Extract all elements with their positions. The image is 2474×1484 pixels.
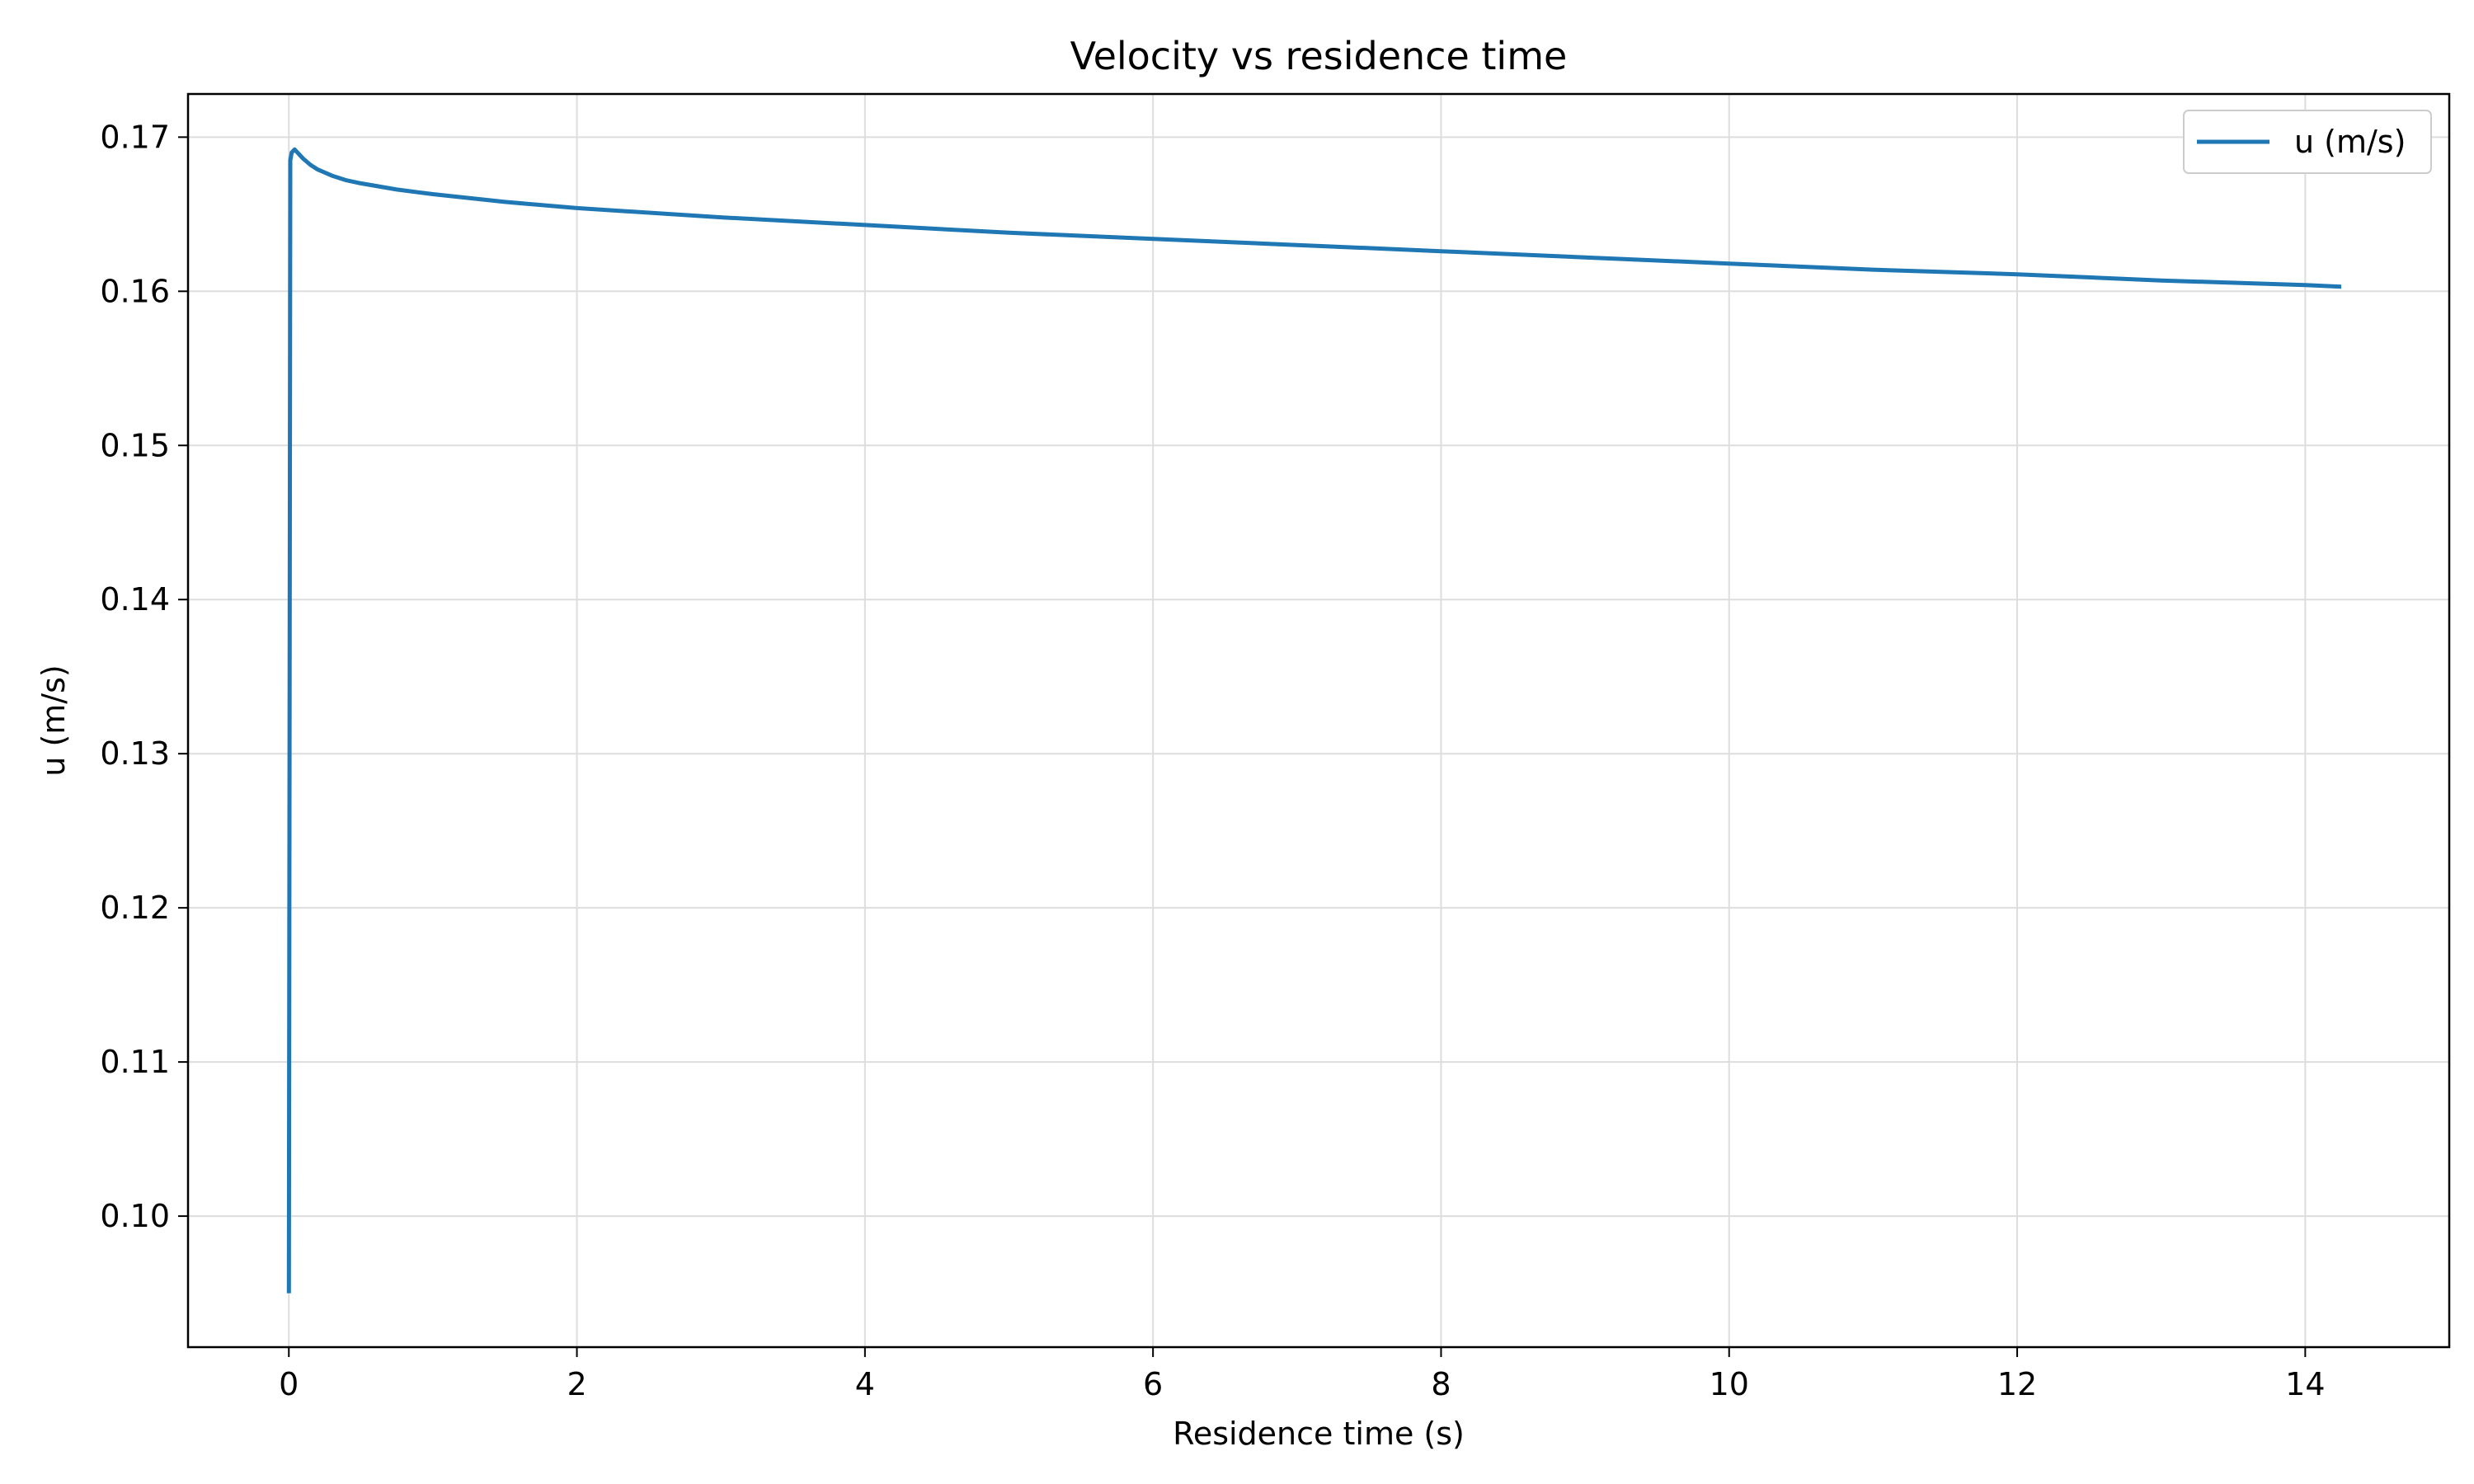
x-tick-label: 0: [279, 1366, 299, 1402]
grid: [188, 94, 2449, 1347]
y-tick-label: 0.10: [100, 1198, 170, 1234]
y-tick-label: 0.15: [100, 427, 170, 463]
ticks: 0 2 4 6 8 10 12 14 0.10 0.11 0.12 0.13 0.14 0.15 0.16 0…: [100, 119, 2325, 1402]
y-tick-label: 0.14: [100, 581, 170, 618]
y-tick-label: 0.11: [100, 1044, 170, 1080]
series-layer: [286, 147, 2342, 1294]
series-line-velocity: [286, 147, 2342, 1294]
x-tick-label: 12: [1997, 1366, 2037, 1402]
x-tick-label: 10: [1710, 1366, 1749, 1402]
x-tick-label: 8: [1431, 1366, 1451, 1402]
y-tick-label: 0.13: [100, 735, 170, 772]
chart-title: Velocity vs residence time: [1070, 34, 1568, 78]
x-tick-label: 2: [567, 1366, 586, 1402]
y-axis-label: u (m/s): [35, 665, 72, 776]
x-tick-label: 6: [1143, 1366, 1163, 1402]
legend-entry-label: u (m/s): [2294, 124, 2406, 160]
legend: u (m/s): [2183, 110, 2432, 174]
legend-box: [2183, 110, 2432, 174]
x-tick-label: 4: [855, 1366, 875, 1402]
x-axis-label: Residence time (s): [1173, 1416, 1465, 1452]
y-tick-label: 0.16: [100, 273, 170, 309]
x-tick-label: 14: [2285, 1366, 2325, 1402]
y-tick-label: 0.17: [100, 119, 170, 155]
y-tick-label: 0.12: [100, 890, 170, 926]
plot-frame: [186, 92, 2451, 1349]
